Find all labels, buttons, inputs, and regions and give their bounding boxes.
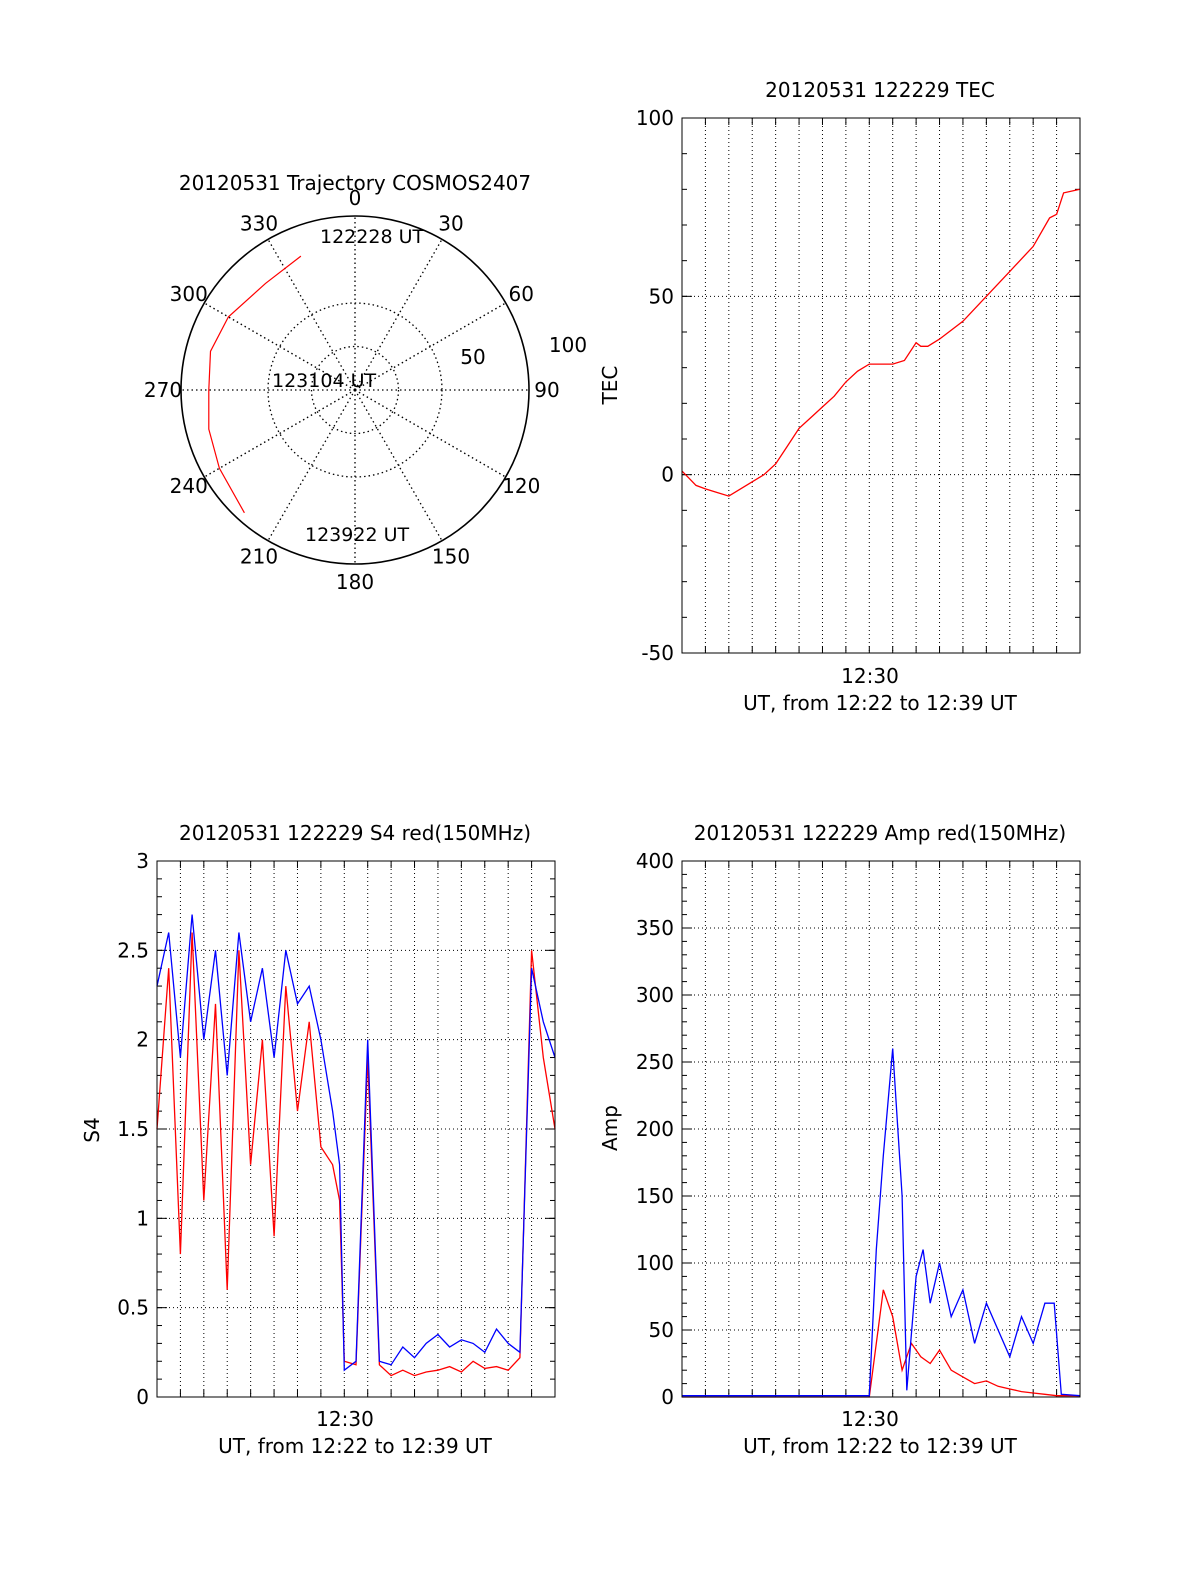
tec-ytick-label: 50 <box>649 284 674 308</box>
polar-spoke <box>267 389 356 542</box>
s4-ytick-label: 0.5 <box>117 1296 149 1320</box>
amp-ylabel: Amp <box>598 1105 622 1151</box>
tec-xtick-1230: 12:30 <box>841 664 899 688</box>
s4-title: 20120531 122229 S4 red(150MHz) <box>179 821 531 845</box>
amp-ytick-label: 200 <box>636 1117 674 1141</box>
amp-ticks: 0 50 100 150 200 250 300 350 400 <box>636 849 1080 1409</box>
amp-title: 20120531 122229 Amp red(150MHz) <box>694 821 1066 845</box>
azimuth-label: 270 <box>144 378 182 402</box>
azimuth-label: 330 <box>240 212 278 236</box>
tec-ticks: -50 0 50 100 <box>636 106 1080 665</box>
amp-chart: 20120531 122229 Amp red(150MHz) 0 50 100 15… <box>598 821 1081 1458</box>
azimuth-label: 240 <box>170 474 208 498</box>
polar-spoke <box>354 389 443 542</box>
azimuth-label: 60 <box>509 282 534 306</box>
tec-ytick-label: 100 <box>636 106 674 130</box>
amp-ytick-label: 0 <box>661 1385 674 1409</box>
tec-title: 20120531 122229 TEC <box>765 78 995 102</box>
s4-xlabel: UT, from 12:22 to 12:39 UT <box>218 1434 493 1458</box>
s4-ylabel: S4 <box>80 1117 104 1142</box>
s4-ticks: 0 0.5 1 1.5 2 2.5 3 <box>117 849 555 1409</box>
azimuth-label: 300 <box>170 282 208 306</box>
amp-ytick-label: 350 <box>636 916 674 940</box>
s4-chart: 20120531 122229 S4 red(150MHz) 0 0.5 1 1.5 2… <box>80 821 556 1458</box>
polar-spoke <box>354 389 507 478</box>
amp-ytick-label: 250 <box>636 1050 674 1074</box>
polar-trajectory <box>208 255 302 514</box>
amp-xtick-1230: 12:30 <box>841 1407 899 1431</box>
amp-series-blue <box>682 1048 1081 1397</box>
azimuth-label: 90 <box>534 378 559 402</box>
s4-ytick-label: 1.5 <box>117 1117 149 1141</box>
polar-outer-ring <box>180 215 530 565</box>
s4-grid <box>157 861 555 1397</box>
radial-label-100: 100 <box>549 333 587 357</box>
azimuth-label: 210 <box>240 544 278 568</box>
tec-series-line <box>681 188 1081 497</box>
azimuth-label: 150 <box>432 544 470 568</box>
annotation-mid: 123104 UT <box>272 370 376 392</box>
polar-spoke <box>267 238 356 391</box>
s4-series-blue <box>156 914 556 1372</box>
trajectory-line <box>208 255 302 514</box>
amp-plot-frame <box>681 860 1081 1398</box>
tec-xlabel: UT, from 12:22 to 12:39 UT <box>743 691 1018 715</box>
azimuth-label: 0 <box>349 186 362 210</box>
s4-ytick-label: 1 <box>136 1206 149 1230</box>
amp-ytick-label: 100 <box>636 1251 674 1275</box>
tec-ylabel: TEC <box>598 366 622 406</box>
azimuth-label: 120 <box>502 474 540 498</box>
s4-ytick-label: 0 <box>136 1385 149 1409</box>
s4-series-red <box>156 932 556 1377</box>
polar-labels: 0 30 60 90 120 150 180 210 240 270 300 330 50 100 <box>144 186 587 594</box>
s4-ytick-label: 3 <box>136 849 149 873</box>
amp-ytick-label: 50 <box>649 1318 674 1342</box>
azimuth-label: 30 <box>438 212 463 236</box>
amp-series <box>682 1048 1081 1398</box>
tec-ytick-label: -50 <box>641 641 674 665</box>
s4-ytick-label: 2.5 <box>117 938 149 962</box>
polar-spoke <box>203 389 356 478</box>
trajectory-polar-plot: 20120531 Trajectory COSMOS2407 0 30 60 90 12… <box>144 171 587 594</box>
tec-series <box>681 188 1081 497</box>
polar-spoke <box>354 238 443 391</box>
polar-ring-inner <box>310 345 400 435</box>
polar-spoke <box>354 302 507 391</box>
s4-ytick-label: 2 <box>136 1028 149 1052</box>
s4-series <box>156 914 556 1377</box>
amp-ytick-label: 300 <box>636 983 674 1007</box>
amp-xlabel: UT, from 12:22 to 12:39 UT <box>743 1434 1018 1458</box>
tec-grid <box>682 118 1080 653</box>
radial-label-50: 50 <box>460 345 485 369</box>
annotation-end: 123922 UT <box>305 524 409 546</box>
amp-grid <box>682 861 1080 1397</box>
amp-series-red <box>682 1289 1080 1398</box>
tec-plot-frame <box>681 117 1081 654</box>
polar-grid <box>180 215 530 565</box>
polar-spoke <box>203 302 356 391</box>
azimuth-label: 180 <box>336 570 374 594</box>
amp-ytick-label: 400 <box>636 849 674 873</box>
s4-plot-frame <box>156 860 556 1398</box>
s4-xtick-1230: 12:30 <box>316 1407 374 1431</box>
amp-ytick-label: 150 <box>636 1184 674 1208</box>
annotation-start: 122228 UT <box>320 226 424 248</box>
trajectory-title: 20120531 Trajectory COSMOS2407 <box>179 171 531 195</box>
tec-ytick-label: 0 <box>661 463 674 487</box>
